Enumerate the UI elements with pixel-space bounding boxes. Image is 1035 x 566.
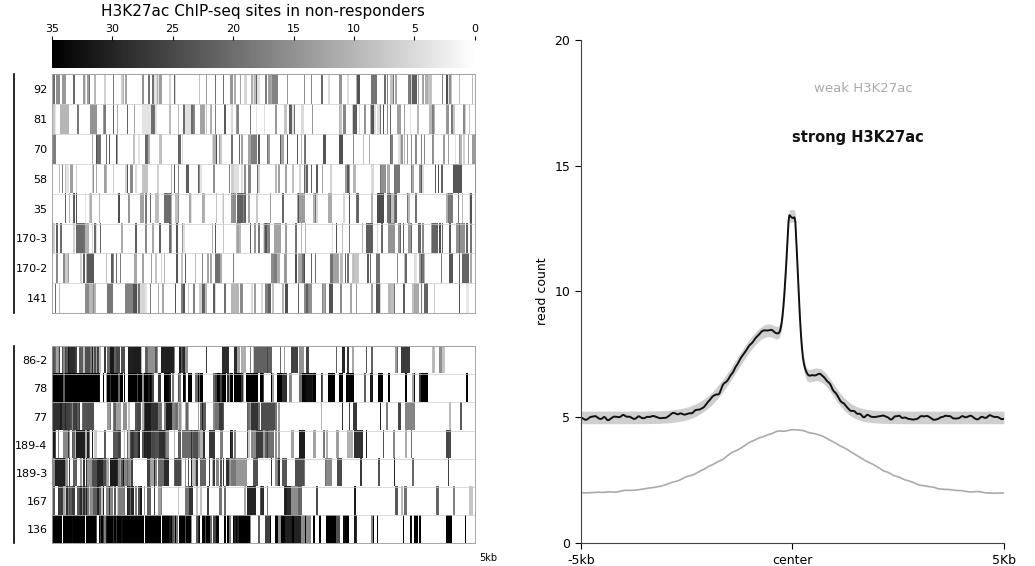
- Text: strong H3K27ac: strong H3K27ac: [793, 130, 924, 145]
- Text: 5kb: 5kb: [479, 553, 497, 563]
- Title: H3K27ac ChIP-seq sites in non-responders: H3K27ac ChIP-seq sites in non-responders: [101, 4, 425, 19]
- Y-axis label: read count: read count: [536, 258, 549, 325]
- Text: weak H3K27ac: weak H3K27ac: [814, 83, 912, 96]
